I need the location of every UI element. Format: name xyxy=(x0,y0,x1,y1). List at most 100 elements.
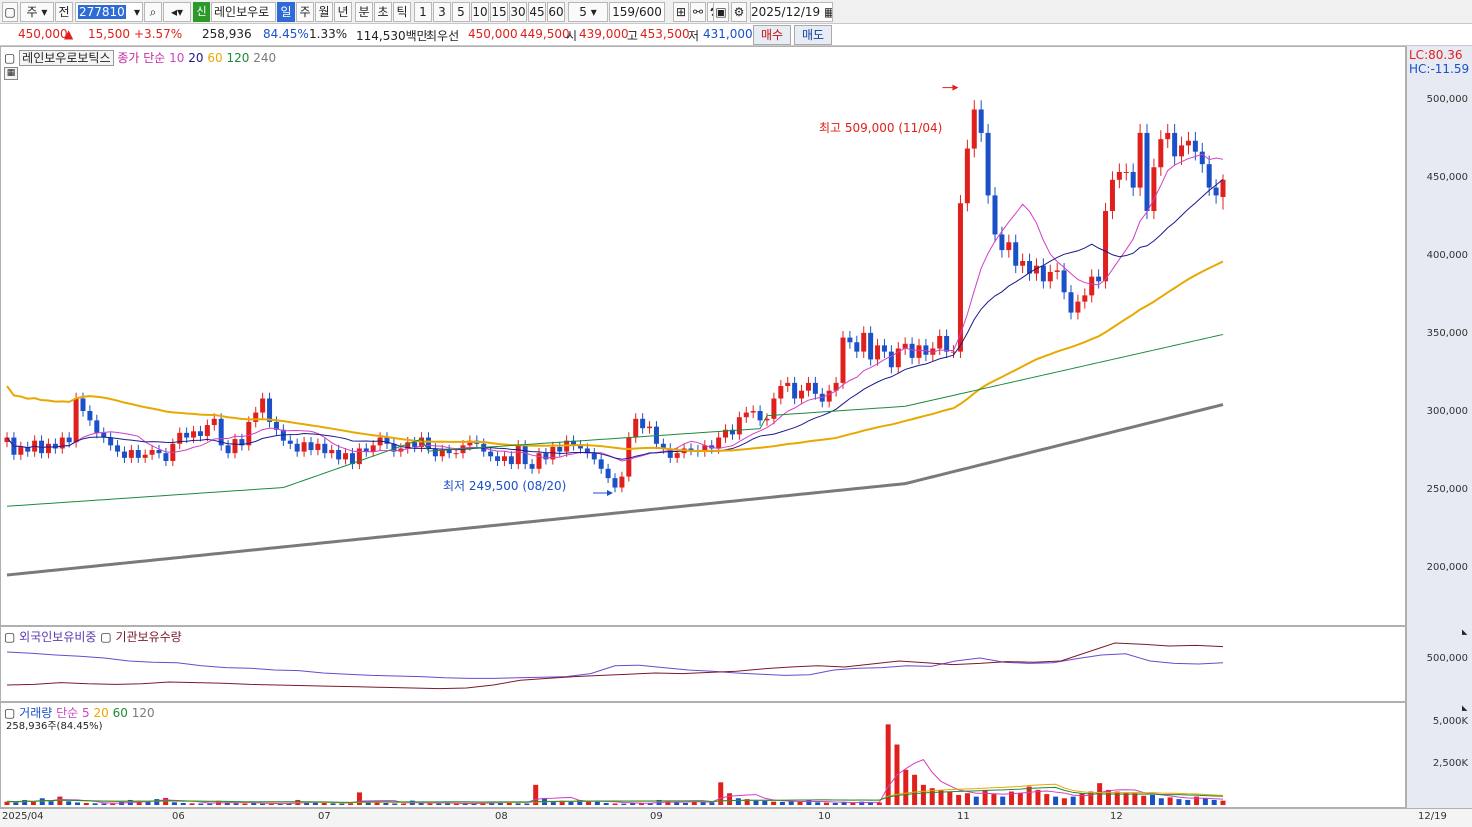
period-day[interactable]: 일 xyxy=(277,2,295,22)
candle-body xyxy=(612,478,618,488)
interval-15[interactable]: 15 xyxy=(490,2,508,22)
volume-bar xyxy=(779,801,785,805)
period-month[interactable]: 월 xyxy=(315,2,333,22)
volume-panel[interactable]: ▢ 거래량 단순 5 20 60 120 258,936주(84.45%) xyxy=(0,702,1406,808)
candle-body xyxy=(1082,295,1088,302)
period-week[interactable]: 주 xyxy=(296,2,314,22)
volume-bar xyxy=(242,803,248,805)
candle-body xyxy=(861,332,867,352)
candle-body xyxy=(336,450,342,460)
low-label: 저 xyxy=(688,29,700,43)
price-chart[interactable] xyxy=(1,47,1405,625)
volume-bar xyxy=(621,803,627,805)
lc-value: LC:80.36 xyxy=(1409,48,1463,62)
price-tick-label: 300,000 xyxy=(1426,406,1468,418)
candle-body xyxy=(370,445,376,452)
panel-menu-icon[interactable]: ▢ xyxy=(4,630,16,644)
toolbar: ▢ 주 ▾ 전 277810 ▾ ⌕ ◂▾ 신 레인보우로 일 주 월 년 분 초… xyxy=(0,0,1472,24)
volume-bar xyxy=(1017,793,1023,805)
candle-body xyxy=(1185,140,1191,146)
volume-bar xyxy=(762,800,768,805)
candle-body xyxy=(488,451,494,457)
window-layout-icon[interactable]: ▢ xyxy=(2,2,18,22)
interval-select[interactable]: 5 ▾ xyxy=(568,2,608,22)
panel-menu-icon[interactable]: ▢ xyxy=(100,630,112,644)
date-label: 10 xyxy=(818,811,831,822)
volume-bar xyxy=(1105,789,1111,805)
interval-30[interactable]: 30 xyxy=(509,2,527,22)
settings-icon[interactable]: ⚙ xyxy=(731,2,747,22)
interval-60[interactable]: 60 xyxy=(547,2,565,22)
volume-bar xyxy=(1158,798,1164,805)
price-chart-panel[interactable]: ▢ 레인보우로보틱스 종가 단순 10 20 60 120 240 ▦ 최고 5… xyxy=(0,46,1406,626)
candle-body xyxy=(667,448,673,458)
count-field[interactable]: 159/600 xyxy=(609,2,665,22)
volume-bar xyxy=(145,801,151,805)
calendar-icon[interactable]: ▦ xyxy=(824,5,832,19)
panel-menu-icon[interactable]: ▢ xyxy=(4,706,16,720)
resize-icon[interactable]: ◣ xyxy=(1462,628,1468,636)
volume-bar xyxy=(832,802,838,805)
volume-bar xyxy=(788,801,794,805)
bid-label: 최우선 xyxy=(426,29,460,43)
save-icon[interactable]: ▣ xyxy=(713,2,729,22)
price-axis[interactable]: LC:80.36 HC:-11.59 500,000 450,000 400,000… xyxy=(1406,46,1472,626)
interval-3[interactable]: 3 xyxy=(433,2,451,22)
search-icon[interactable]: ⌕ xyxy=(144,2,162,22)
stock-name-field[interactable]: 레인보우로 xyxy=(211,2,276,22)
candle-body xyxy=(785,382,791,386)
candle-body xyxy=(115,445,121,452)
candle-body xyxy=(543,453,549,460)
period-tick[interactable]: 틱 xyxy=(393,2,411,22)
grid-toggle-icon[interactable]: ▦ xyxy=(4,67,18,80)
volume-bar xyxy=(260,803,266,805)
candle-body xyxy=(1054,270,1060,272)
candle-body xyxy=(571,440,577,446)
candle-body xyxy=(1199,151,1205,165)
interval-5[interactable]: 5 xyxy=(452,2,470,22)
volume-bar xyxy=(453,803,459,805)
volume-bar xyxy=(224,802,230,805)
holdings-panel[interactable]: ▢ 외국인보유비중 ▢ 기관보유수량 xyxy=(0,626,1406,702)
candle-body xyxy=(1109,179,1115,212)
market-select[interactable]: 주 ▾ xyxy=(20,2,54,22)
holdings-chart xyxy=(6,642,1224,690)
open-label: 시 xyxy=(566,29,578,43)
date-field[interactable]: 2025/12/19 ▦ xyxy=(750,2,833,22)
interval-45[interactable]: 45 xyxy=(528,2,546,22)
candle-body xyxy=(944,336,950,352)
chart-title[interactable]: 레인보우로보틱스 xyxy=(19,50,114,66)
sell-button[interactable]: 매도 xyxy=(794,25,832,45)
volume-current: 258,936주(84.45%) xyxy=(6,721,103,732)
prev-button[interactable]: 전 xyxy=(55,2,73,22)
period-year[interactable]: 년 xyxy=(334,2,352,22)
candle-body xyxy=(736,417,742,435)
panel-menu-icon[interactable]: ▢ xyxy=(4,51,16,65)
candle-body xyxy=(971,109,977,149)
interval-1[interactable]: 1 xyxy=(414,2,432,22)
candle-body xyxy=(978,109,984,133)
volume-bar xyxy=(436,803,442,805)
resize-icon[interactable]: ◣ xyxy=(1462,704,1468,712)
candle-body xyxy=(121,451,127,458)
volume-bar xyxy=(735,798,741,805)
stock-code-input[interactable]: 277810 ▾ xyxy=(75,2,143,22)
candle-body xyxy=(267,398,273,422)
candle-body xyxy=(522,445,528,465)
date-label: 2025/04 xyxy=(2,811,44,822)
candle-body xyxy=(992,195,998,235)
zoom-icon[interactable]: ⊞ xyxy=(673,2,689,22)
period-minute[interactable]: 분 xyxy=(355,2,373,22)
buy-button[interactable]: 매수 xyxy=(753,25,791,45)
interval-10[interactable]: 10 xyxy=(471,2,489,22)
speaker-icon[interactable]: ◂▾ xyxy=(163,2,191,22)
candle-body xyxy=(881,345,887,352)
candle-body xyxy=(854,342,860,352)
volume-ratio: 84.45% xyxy=(263,27,309,41)
vol-ma60-legend: 60 xyxy=(112,706,128,720)
candle-body xyxy=(273,421,279,430)
link-icon[interactable]: ⚯ xyxy=(690,2,706,22)
volume-bar xyxy=(524,803,530,805)
period-second[interactable]: 초 xyxy=(374,2,392,22)
candle-body xyxy=(999,234,1005,251)
